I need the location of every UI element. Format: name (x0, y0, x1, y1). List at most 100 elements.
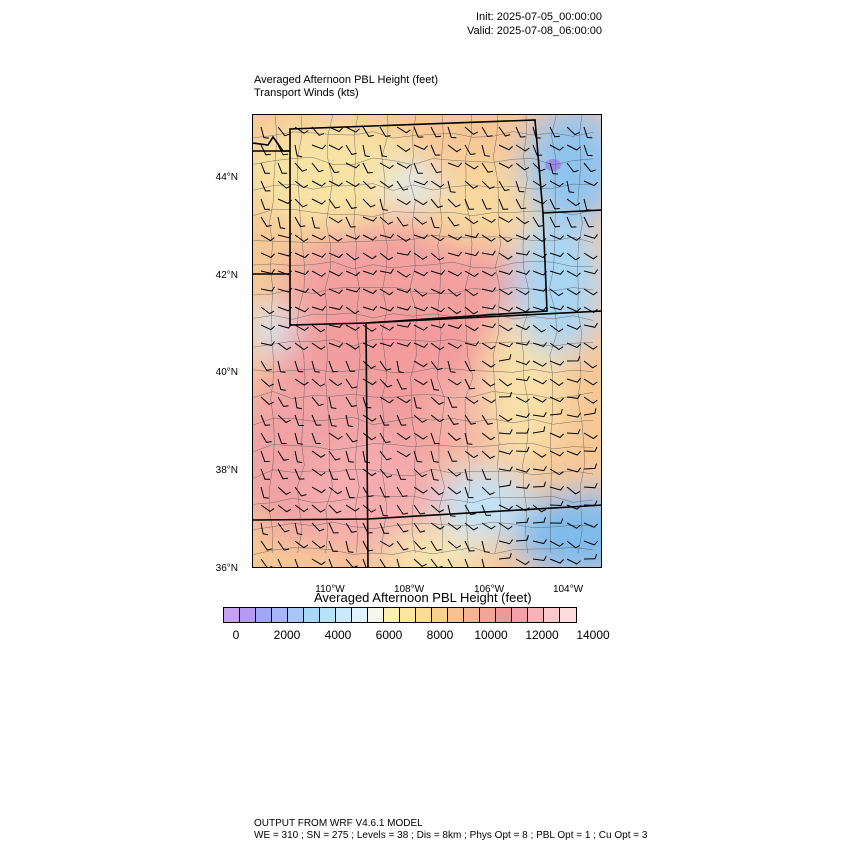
wind-barb (447, 324, 462, 329)
wind-barb (379, 144, 388, 158)
wind-barb (464, 558, 469, 567)
wind-barb (498, 252, 513, 260)
wind-barb (549, 216, 561, 228)
wind-barb (464, 270, 479, 278)
wind-barb (498, 466, 513, 472)
wind-barb (481, 522, 496, 530)
wind-barb (362, 162, 373, 174)
wind-barb (328, 486, 343, 495)
wind-barb (396, 162, 411, 169)
wind-barb (362, 450, 371, 464)
wind-barb (260, 432, 272, 443)
wind-barb (396, 305, 411, 311)
wind-barb (379, 216, 394, 225)
wind-barb (430, 288, 445, 295)
wind-barb (311, 432, 321, 444)
wind-barb (379, 450, 392, 461)
wind-barb (260, 324, 275, 331)
wind-barb (515, 180, 525, 193)
wind-barb (260, 341, 275, 347)
wind-barb (515, 376, 530, 382)
colorbar-swatch (560, 608, 576, 622)
wind-barb (311, 270, 326, 277)
colorbar-tick-12000: 12000 (525, 628, 559, 642)
wind-barb (583, 378, 598, 386)
colorbar-swatch (336, 608, 352, 622)
wind-barb (515, 340, 530, 346)
wind-barb (447, 486, 462, 495)
wind-barb (311, 504, 326, 513)
wind-barb (583, 234, 598, 239)
wind-barb (413, 486, 428, 494)
wind-barb (277, 378, 286, 391)
wind-barb (515, 413, 530, 419)
wind-barb (583, 306, 598, 314)
wind-barb (481, 270, 496, 277)
wind-barb (583, 553, 598, 560)
wind-barb (515, 234, 530, 240)
wind-barb (345, 180, 360, 188)
colorbar-title: Averaged Afternoon PBL Height (feet) (314, 590, 532, 605)
wind-barb (311, 126, 325, 136)
wind-barb (260, 486, 269, 499)
wind-barb (311, 558, 326, 566)
wind-barb (396, 144, 411, 153)
wind-barb (294, 162, 308, 172)
colorbar-swatch (416, 608, 432, 622)
wind-barb (532, 360, 547, 367)
wind-barb (549, 126, 560, 138)
lon-label-106: 106°W (473, 584, 505, 595)
wind-barb (311, 522, 325, 532)
model-name: OUTPUT FROM WRF V4.6.1 MODEL (254, 818, 423, 829)
wind-barb (328, 216, 343, 224)
wind-barb (447, 198, 461, 208)
wind-barb (430, 144, 441, 156)
wind-barb (311, 305, 326, 311)
wind-barb (345, 540, 354, 553)
wind-barb (447, 558, 453, 567)
wind-barb (532, 378, 547, 385)
wind-barb (277, 432, 287, 445)
wind-barb (566, 270, 581, 277)
colorbar-swatch (352, 608, 368, 622)
wind-barb (532, 162, 546, 172)
colorbar-swatch (464, 608, 480, 622)
wind-barb (464, 432, 473, 445)
wind-barb (311, 162, 324, 173)
wind-barb (328, 180, 343, 187)
wind-barb (464, 180, 478, 189)
wind-barb (481, 504, 492, 516)
wind-barb (345, 360, 356, 372)
wind-barb (379, 268, 394, 274)
wind-barb (311, 468, 326, 477)
wind-barb (447, 162, 462, 168)
wind-barb (379, 126, 391, 138)
wind-barb (532, 342, 547, 347)
wind-barb (311, 234, 326, 241)
wind-barb (481, 216, 496, 224)
wind-barb (396, 468, 406, 480)
wind-barb (362, 468, 377, 477)
wind-barb (379, 468, 393, 478)
wind-barb (481, 414, 493, 425)
wind-barb (413, 450, 423, 463)
lon-label-110: 110°W (315, 584, 345, 595)
wind-barb (260, 234, 275, 242)
wind-barb (583, 126, 593, 139)
wind-barb (532, 324, 547, 333)
wind-barb (294, 360, 304, 373)
wind-barb (498, 552, 512, 560)
map-panel[interactable] (252, 114, 602, 568)
wind-barb (260, 216, 272, 227)
wind-barb (328, 198, 341, 209)
wind-barb (464, 396, 479, 404)
wind-barb (498, 198, 509, 210)
plot-subtitle: Transport Winds (kts) (254, 87, 359, 99)
wind-barb (481, 304, 496, 310)
wind-barb (294, 252, 309, 259)
wind-barb (294, 432, 303, 445)
wind-barb (447, 234, 462, 241)
wind-barb (447, 504, 456, 517)
wind-barb (566, 306, 581, 313)
wind-barb (362, 126, 374, 137)
